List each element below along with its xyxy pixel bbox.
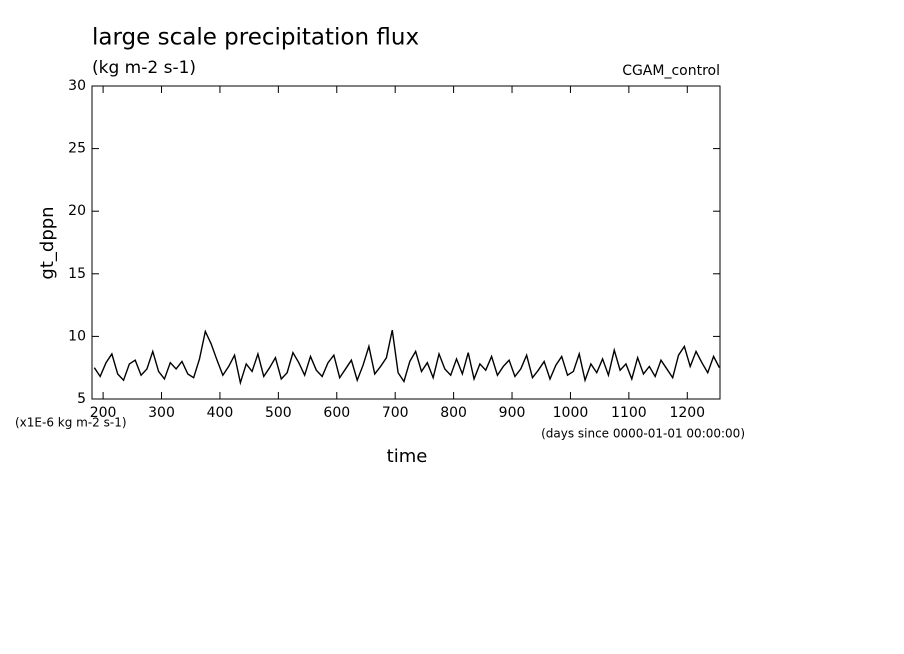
y-tick-label: 15: [68, 266, 86, 282]
y-units: (x1E-6 kg m-2 s-1): [15, 416, 127, 430]
x-tick-label: 700: [382, 405, 409, 421]
x-tick-label: 300: [148, 405, 175, 421]
x-tick-label: 1100: [611, 405, 647, 421]
plot-frame: [91, 85, 721, 400]
x-tick-label: 200: [90, 405, 117, 421]
x-units: (days since 0000-01-01 00:00:00): [541, 427, 745, 441]
chart-subtitle: (kg m-2 s-1): [92, 58, 196, 78]
x-tick-label: 1200: [669, 405, 705, 421]
x-tick-label: 400: [207, 405, 234, 421]
y-tick-label: 20: [68, 203, 86, 219]
run-label: CGAM_control: [622, 63, 720, 79]
x-tick-label: 900: [499, 405, 526, 421]
x-tick-label: 800: [440, 405, 467, 421]
x-tick-label: 1000: [553, 405, 589, 421]
x-axis-label: time: [387, 446, 428, 467]
data-line: [93, 329, 721, 386]
y-axis-label: gt_dppn: [37, 206, 58, 279]
chart-title: large scale precipitation flux: [92, 25, 419, 51]
y-tick-label: 25: [68, 141, 86, 157]
y-tick-label: 10: [68, 328, 86, 344]
y-tick-label: 5: [77, 391, 86, 407]
x-tick-label: 500: [265, 405, 292, 421]
x-tick-label: 600: [323, 405, 350, 421]
y-tick-label: 30: [68, 78, 86, 94]
